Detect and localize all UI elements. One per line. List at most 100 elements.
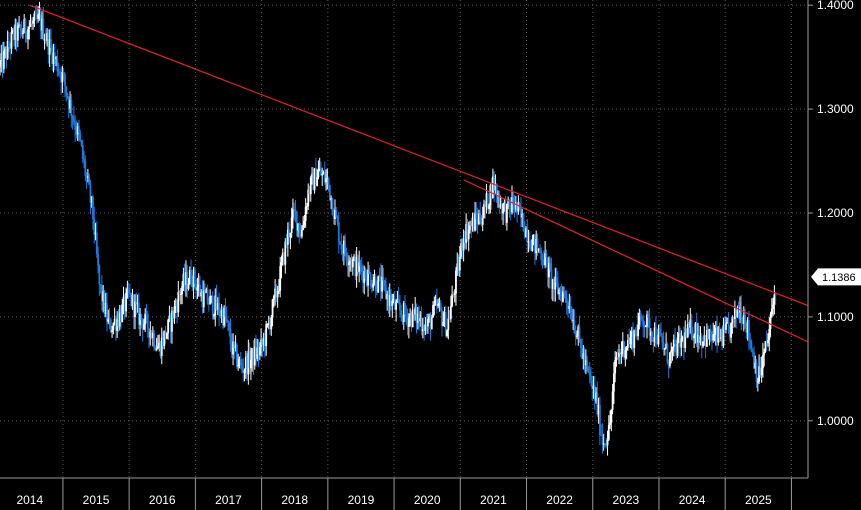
- candle-body: [360, 266, 363, 272]
- candle-body: [163, 330, 166, 347]
- candle-body: [439, 303, 442, 311]
- candle-body: [173, 306, 176, 319]
- candle-body: [463, 238, 466, 243]
- candle-body: [570, 318, 573, 321]
- candle-body: [131, 295, 134, 306]
- candle-body: [499, 204, 502, 208]
- candle-body: [20, 29, 23, 34]
- candle-body: [745, 324, 748, 333]
- candle-body: [169, 315, 172, 332]
- candle-body: [346, 260, 349, 265]
- candle-body: [639, 312, 642, 317]
- candle-body: [216, 302, 219, 310]
- candle-body: [211, 295, 214, 316]
- candle-body: [261, 339, 264, 346]
- candle-body: [106, 303, 108, 322]
- candle-body: [300, 230, 303, 237]
- candle-body: [711, 340, 713, 342]
- candle-body: [773, 294, 776, 305]
- candle-body: [733, 307, 736, 319]
- candle-body: [693, 335, 696, 339]
- candle-body: [88, 176, 91, 185]
- candle-body: [471, 217, 474, 227]
- x-tick-label: 2018: [281, 493, 308, 507]
- candle-body: [86, 176, 89, 178]
- candle-body: [646, 314, 648, 327]
- candle-body: [596, 392, 599, 415]
- candle-body: [193, 269, 196, 285]
- y-axis-ticks: 1.4000 1.3000 1.2000 1.1000 1.0000: [817, 0, 854, 428]
- candle-body: [84, 160, 87, 176]
- candle-body: [509, 206, 512, 213]
- y-tick-label: 1.3000: [817, 102, 854, 116]
- candle-body: [425, 324, 428, 327]
- candle-body: [153, 333, 156, 348]
- candle-body: [623, 341, 625, 358]
- candle-body: [188, 269, 191, 284]
- candle-body: [658, 328, 661, 334]
- candle-body: [385, 285, 387, 299]
- candle-body: [579, 338, 582, 349]
- candle-body: [214, 295, 217, 316]
- candle-body: [586, 360, 589, 367]
- candle-body: [330, 198, 333, 201]
- candle-body: [663, 347, 666, 350]
- candle-body: [363, 270, 366, 283]
- x-tick-label: 2022: [546, 493, 573, 507]
- candle-body: [200, 292, 203, 297]
- candle-body: [260, 339, 262, 348]
- candle-body: [433, 304, 436, 306]
- candle-body: [728, 326, 731, 338]
- candle-body: [92, 196, 94, 219]
- candle-body: [399, 303, 401, 311]
- x-tick-label: 2016: [149, 493, 176, 507]
- candle-body: [247, 350, 250, 375]
- candle-body: [732, 316, 735, 319]
- candle-body: [14, 24, 17, 41]
- candle-body: [182, 273, 185, 287]
- candle-body: [523, 231, 526, 238]
- candle-body: [297, 223, 299, 231]
- candle-body: [751, 351, 754, 353]
- candle-body: [753, 352, 755, 369]
- candle-body: [140, 314, 143, 321]
- candle-body: [75, 129, 78, 135]
- candle-body: [127, 289, 130, 293]
- candle-body: [181, 286, 184, 294]
- candle-body: [265, 324, 268, 347]
- candle-body: [132, 295, 135, 318]
- candle-body: [187, 283, 190, 290]
- candle-body: [306, 206, 308, 208]
- candle-body: [342, 240, 345, 254]
- candle-body: [756, 381, 759, 383]
- candle-body: [508, 199, 511, 207]
- candle-body: [290, 217, 293, 233]
- candle-body: [762, 355, 764, 369]
- candle-body: [576, 335, 578, 337]
- candle-body: [322, 172, 325, 174]
- candle-body: [697, 334, 699, 343]
- candle-body: [328, 185, 331, 201]
- candle-body: [520, 208, 522, 218]
- candle-body: [121, 304, 124, 322]
- x-tick-label: 2025: [745, 493, 772, 507]
- candle-body: [154, 347, 157, 350]
- candle-body: [492, 176, 494, 199]
- candle-body: [542, 261, 545, 266]
- candle-body: [390, 294, 392, 306]
- candle-body: [567, 302, 569, 309]
- candle-body: [233, 341, 236, 348]
- candle-body: [158, 342, 161, 347]
- candle-body: [516, 202, 518, 212]
- candle-body: [379, 275, 382, 292]
- candle-body: [292, 209, 294, 218]
- candle-body: [578, 326, 581, 339]
- candle-body: [285, 241, 288, 245]
- candle-body: [44, 39, 47, 42]
- candle-body: [164, 330, 167, 339]
- candle-body: [18, 24, 21, 27]
- candle-body: [592, 385, 595, 390]
- candle-body: [177, 291, 180, 313]
- candle-body: [628, 340, 631, 345]
- candle-body: [393, 298, 396, 310]
